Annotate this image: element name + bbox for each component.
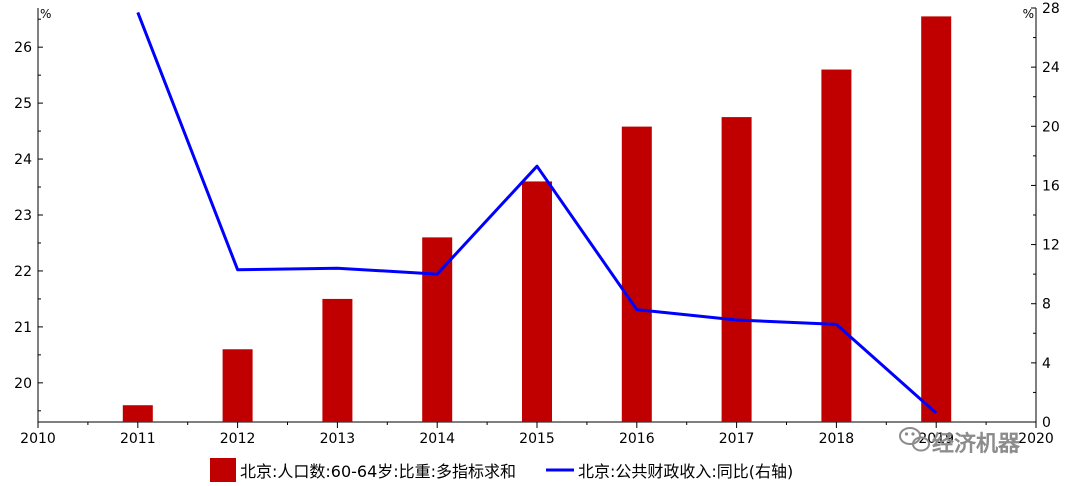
bar	[721, 117, 752, 422]
x-tick-label: 2020	[1018, 431, 1054, 447]
y-right-tick-label: 8	[1042, 297, 1051, 313]
y-left-tick-label: 23	[14, 208, 32, 224]
y-right-tick-label: 20	[1042, 119, 1060, 135]
tick-labels: 2010 2011 2012 2013 2014 2015 2016 2017 2018 2019…	[14, 1, 1060, 447]
x-tick-label: 2018	[819, 431, 855, 447]
x-tick-label: 2015	[519, 431, 555, 447]
bar	[522, 181, 552, 422]
y-left-tick-label: 22	[14, 264, 32, 280]
line-path	[136, 11, 938, 415]
x-tick-label: 2014	[419, 431, 455, 447]
y-right-tick-label: 0	[1042, 415, 1051, 431]
bar	[122, 405, 153, 422]
x-tick-label: 2013	[320, 431, 356, 447]
y-left-tick-label: 26	[14, 40, 32, 56]
watermark: 经济机器	[899, 427, 1021, 457]
y-right-unit: %	[1023, 7, 1034, 21]
wechat-icon	[899, 427, 930, 452]
bar	[222, 349, 253, 422]
legend-label-line: 北京:公共财政收入:同比(右轴)	[578, 462, 793, 481]
y-right-tick-label: 28	[1042, 1, 1060, 17]
x-tick-label: 2010	[20, 431, 56, 447]
y-right-tick-label: 24	[1042, 60, 1060, 76]
legend: 北京:人口数:60-64岁:比重:多指标求和 北京:公共财政收入:同比(右轴)	[210, 458, 793, 482]
y-right-tick-label: 16	[1042, 178, 1060, 194]
watermark-text: 经济机器	[932, 431, 1021, 457]
y-left-tick-label: 24	[14, 152, 32, 168]
legend-swatch-bar	[210, 458, 236, 482]
x-tick-label: 2011	[120, 431, 156, 447]
y-left-tick-label: 25	[14, 96, 32, 112]
x-tick-label: 2012	[220, 431, 256, 447]
y-left-unit: %	[40, 7, 51, 21]
y-left-tick-label: 20	[14, 376, 32, 392]
bar	[921, 16, 952, 422]
bar	[621, 126, 652, 422]
legend-label-bar: 北京:人口数:60-64岁:比重:多指标求和	[240, 462, 516, 481]
y-left-tick-label: 21	[14, 320, 32, 336]
bar	[821, 69, 852, 423]
bar	[322, 298, 353, 422]
x-tick-label: 2019	[918, 431, 954, 447]
bar	[422, 237, 453, 422]
x-tick-label: 2017	[719, 431, 755, 447]
bar-series	[122, 16, 952, 423]
y-right-tick-label: 4	[1042, 356, 1051, 372]
y-right-tick-label: 12	[1042, 238, 1060, 254]
x-tick-label: 2016	[619, 431, 655, 447]
line-series	[136, 11, 938, 415]
